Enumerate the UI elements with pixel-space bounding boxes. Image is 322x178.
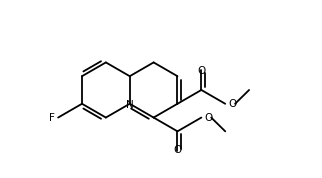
Text: O: O <box>173 145 182 155</box>
Text: O: O <box>228 99 236 109</box>
Text: F: F <box>49 112 55 122</box>
Text: O: O <box>204 112 213 122</box>
Text: N: N <box>126 100 134 110</box>
Text: O: O <box>197 66 205 76</box>
